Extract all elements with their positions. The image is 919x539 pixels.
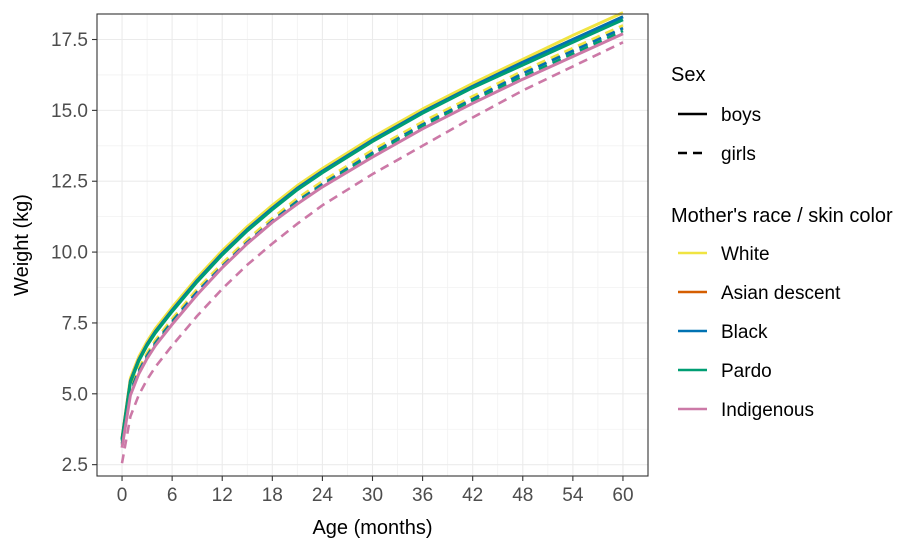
- legend-label-black: Black: [721, 322, 768, 343]
- axis-ticks: 0 6 12 18 24 30 36 42 48 54 60 2.5 5.0 7.5 10.0 12.5 15.…: [51, 30, 634, 506]
- y-tick-label: 15.0: [51, 101, 88, 122]
- x-tick-label: 30: [362, 485, 383, 506]
- legend-label-indigenous: Indigenous: [721, 400, 814, 421]
- x-tick-label: 0: [117, 485, 128, 506]
- legend-label-pardo: Pardo: [721, 361, 772, 382]
- series-line-indigenous-girls: [120, 41, 624, 464]
- series-lines: [120, 11, 624, 464]
- x-tick-label: 48: [512, 485, 533, 506]
- legend-label-white: White: [721, 244, 770, 265]
- x-tick-label: 18: [262, 485, 283, 506]
- x-tick-label: 24: [312, 485, 334, 506]
- y-tick-label: 10.0: [51, 243, 88, 264]
- x-tick-label: 60: [612, 485, 633, 506]
- y-tick-label: 17.5: [51, 30, 88, 51]
- legend-title-race: Mother's race / skin color: [671, 205, 893, 227]
- grid: [97, 14, 648, 476]
- y-tick-label: 5.0: [62, 384, 88, 405]
- y-tick-label: 12.5: [51, 172, 88, 193]
- series-line-pardo-boys: [120, 18, 624, 441]
- legend-label-girls: girls: [721, 144, 756, 165]
- x-tick-label: 12: [212, 485, 233, 506]
- x-tick-label: 36: [412, 485, 433, 506]
- legend-label-boys: boys: [721, 105, 761, 126]
- series-line-indigenous-boys: [120, 32, 624, 448]
- legend-label-asian-descent: Asian descent: [721, 283, 841, 304]
- x-tick-label: 54: [562, 485, 584, 506]
- y-tick-label: 2.5: [62, 455, 88, 476]
- y-tick-label: 7.5: [62, 313, 88, 334]
- y-axis-title: Weight (kg): [11, 194, 33, 296]
- series-line-white-girls: [120, 24, 624, 443]
- x-axis-title: Age (months): [312, 517, 432, 539]
- x-tick-label: 42: [462, 485, 483, 506]
- x-tick-label: 6: [167, 485, 178, 506]
- legend-title-sex: Sex: [671, 64, 705, 86]
